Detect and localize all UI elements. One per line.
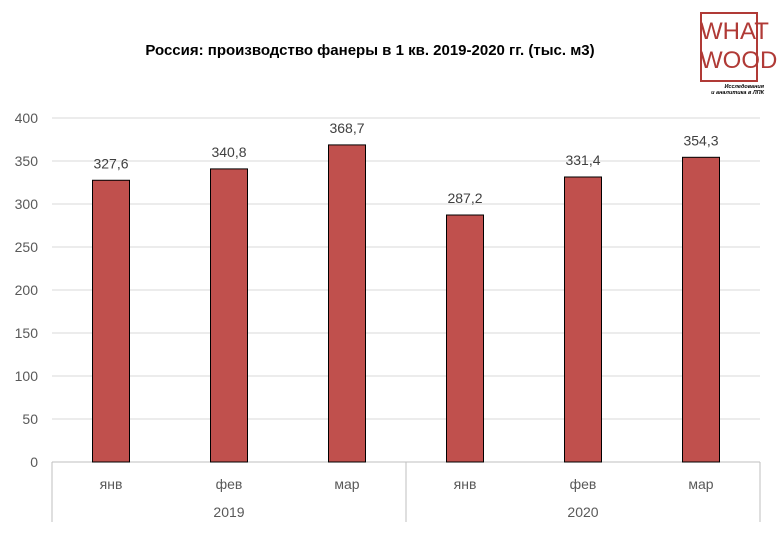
bar bbox=[328, 144, 366, 463]
y-tick-label: 300 bbox=[15, 196, 39, 212]
y-tick-label: 200 bbox=[15, 282, 39, 298]
logo-tagline: Исследования и аналитика в ЛПК bbox=[700, 84, 764, 96]
y-tick-label: 100 bbox=[15, 368, 39, 384]
x-tick-label: мар bbox=[334, 476, 359, 492]
bar bbox=[564, 176, 602, 463]
x-tick-label: фев bbox=[570, 476, 597, 492]
x-tick-label: янв bbox=[100, 476, 123, 492]
logo-word-what: WHAT bbox=[700, 18, 769, 45]
logo-tagline-line2: и аналитика в ЛПК bbox=[711, 90, 764, 96]
logo-frame bbox=[700, 12, 758, 82]
chart-title: Россия: производство фанеры в 1 кв. 2019… bbox=[145, 42, 595, 59]
data-label: 354,3 bbox=[683, 132, 718, 148]
y-tick-label: 250 bbox=[15, 239, 39, 255]
y-tick-label: 50 bbox=[22, 411, 38, 427]
bar bbox=[682, 156, 720, 463]
data-label: 368,7 bbox=[329, 120, 364, 136]
bar bbox=[210, 168, 248, 463]
data-label: 340,8 bbox=[211, 144, 246, 160]
x-tick-label: янв bbox=[454, 476, 477, 492]
y-tick-label: 400 bbox=[15, 110, 39, 126]
data-label: 331,4 bbox=[565, 152, 600, 168]
x-tick-label: мар bbox=[688, 476, 713, 492]
y-tick-label: 0 bbox=[30, 454, 38, 470]
bar bbox=[92, 179, 130, 463]
group-label: 2020 bbox=[567, 504, 598, 520]
logo-tagline-line1: Исследования bbox=[724, 84, 764, 90]
data-label: 287,2 bbox=[447, 190, 482, 206]
data-label: 327,6 bbox=[93, 155, 128, 171]
y-tick-label: 150 bbox=[15, 325, 39, 341]
x-tick-label: фев bbox=[216, 476, 243, 492]
group-label: 2019 bbox=[213, 504, 244, 520]
bar bbox=[446, 214, 484, 463]
y-tick-label: 350 bbox=[15, 153, 39, 169]
